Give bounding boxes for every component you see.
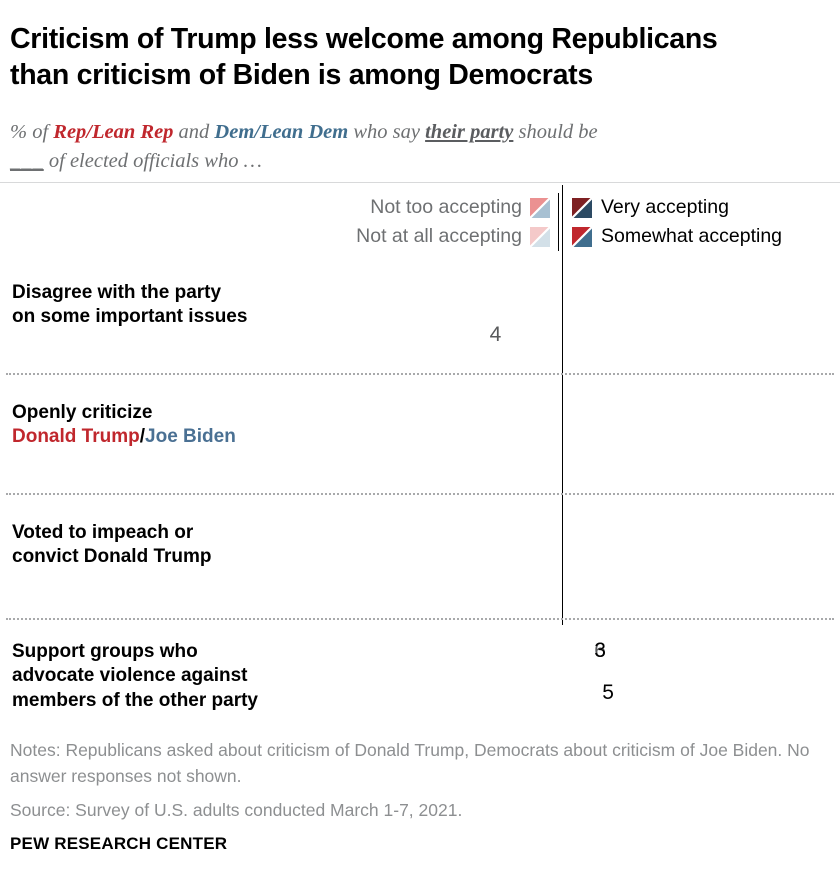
row-label-criticize: Openly criticize Donald Trump/Joe Biden [12,401,236,450]
group-divider [6,493,834,495]
legend-label-not-at-all-accepting: Not at all accepting [356,224,522,247]
subtitle-mid-1: and [173,121,215,143]
bar-criticize-dem [481,437,745,473]
row-label-line-1: Openly criticize [12,402,153,423]
title-line-2: than criticism of Biden is among Democra… [10,58,593,91]
subtitle-dem-label: Dem/Lean Dem [214,121,349,143]
legend: Not too accepting Not at all accepting [300,193,840,253]
bar-disagree-rep [487,275,753,311]
bar-criticize-rep [411,395,677,431]
chart-group-violence: Support groups who advocate violence aga… [0,618,840,731]
legend-swatch-not-at-all-accepting-icon [530,226,550,247]
value-label-outside: 3 [594,639,606,662]
row-label-line-1: Voted to impeach or [12,522,194,543]
row-label-disagree: Disagree with the party on some importan… [12,281,247,330]
row-label-line-2: on some important issues [12,306,248,328]
row-label-biden: Joe Biden [145,426,236,448]
row-label-line-2: convict Donald Trump [12,546,212,568]
legend-item-somewhat-accepting: Somewhat accepting [572,222,840,251]
subtitle-their-party: their party [425,121,514,143]
title-line-1: Criticism of Trump less welcome among Re… [10,23,718,55]
row-label-violence: Support groups who advocate violence aga… [12,640,258,713]
legend-item-not-at-all-accepting: Not at all accepting [300,222,550,251]
legend-column-left: Not too accepting Not at all accepting [300,193,550,251]
chart-group-disagree: Disagree with the party on some importan… [0,253,840,373]
row-label-line-2: Donald Trump/Joe Biden [12,425,236,449]
page-title: Criticism of Trump less welcome among Re… [10,22,830,94]
subtitle-post: should be [513,121,598,143]
legend-swatch-somewhat-accepting-icon [572,226,592,247]
bar-violence-rep [320,633,586,669]
chart-group-impeach: Voted to impeach or convict Donald Trump [0,493,840,618]
bar-impeach-rep [390,515,656,551]
bar-violence-dem [331,675,595,711]
value-label-outside: 6 [594,639,606,662]
header-divider [0,182,840,183]
group-divider [6,618,834,620]
row-label-line-1: Disagree with the party [12,282,222,303]
footer-brand: PEW RESEARCH CENTER [10,834,228,853]
row-label-line-2: advocate violence against [12,665,248,687]
bar-disagree-dem [514,317,778,353]
plot-area: Disagree with the party on some importan… [0,185,840,731]
legend-label-not-too-accepting: Not too accepting [370,195,522,218]
row-label-separator: / [139,426,146,448]
legend-item-very-accepting: Very accepting [572,193,840,222]
row-label-trump: Donald Trump [12,426,140,448]
legend-label-very-accepting: Very accepting [601,195,729,218]
legend-column-right: Very accepting Somewhat accepting [572,193,840,251]
row-label-line-3: members of the other party [12,689,258,711]
row-label-line-1: Support groups who [12,641,198,662]
footer-source: Source: Survey of U.S. adults conducted … [10,800,463,820]
subtitle-mid-2: who say [348,121,426,143]
chart-group-criticize: Openly criticize Donald Trump/Joe Biden [0,373,840,493]
subtitle-blank: ___ [10,150,44,173]
legend-separator [558,193,559,251]
legend-swatch-not-too-accepting-icon [530,197,550,218]
legend-item-not-too-accepting: Not too accepting [300,193,550,222]
footer-notes: Notes: Republicans asked about criticism… [10,740,810,786]
subtitle-tail: of elected officials who … [43,150,262,173]
zero-axis-line [562,185,563,625]
chart-subtitle: % of Rep/Lean Rep and Dem/Lean Dem who s… [10,118,838,176]
group-divider [6,373,834,375]
legend-label-somewhat-accepting: Somewhat accepting [601,224,783,247]
value-label-outside: 4 [489,323,502,346]
subtitle-rep-label: Rep/Lean Rep [53,121,174,143]
legend-swatch-very-accepting-icon [572,197,592,218]
subtitle-pre: % of [10,121,54,143]
value-label-outside: 5 [602,681,614,704]
row-label-impeach: Voted to impeach or convict Donald Trump [12,521,212,570]
